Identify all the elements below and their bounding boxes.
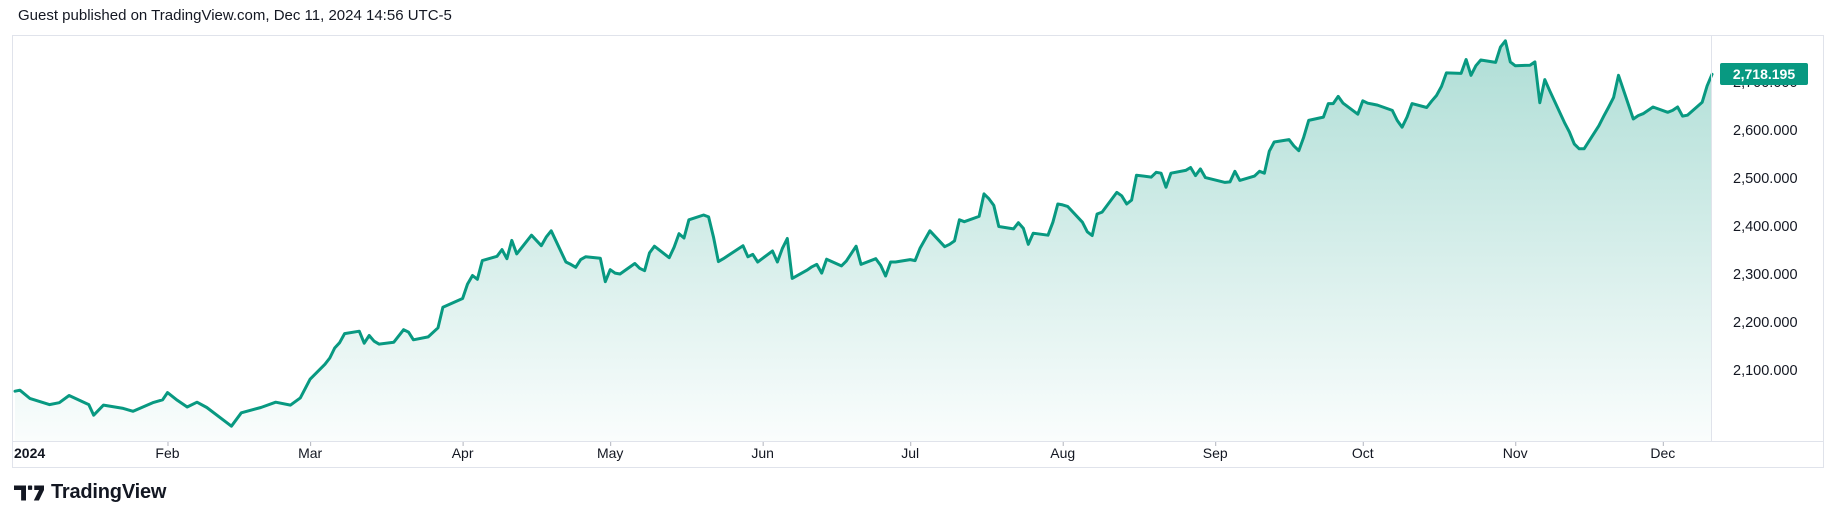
time-scale-label: Jul [901,445,920,461]
attribution-text: Guest published on TradingView.com, Dec … [18,7,452,24]
time-scale-label: Apr [451,445,474,461]
price-scale-label: 2,200.000 [1733,315,1798,331]
time-scale-label: Jun [751,445,774,461]
time-scale-label: Nov [1502,445,1528,461]
price-scale-label: 2,400.000 [1733,219,1798,235]
tradingview-logo-icon [14,485,44,500]
time-scale-label: Dec [1650,445,1676,461]
time-scale-label: Aug [1050,445,1076,461]
tradingview-logo-text: TradingView [51,481,167,503]
tradingview-logo[interactable]: TradingView [14,481,166,504]
time-scale-label: Oct [1351,445,1374,461]
area-fill [15,40,1712,442]
price-line [13,39,1714,428]
price-scale-label: 2,300.000 [1733,267,1798,283]
price-scale-label: 2,600.000 [1733,123,1798,139]
price-scale-label: 2,100.000 [1733,363,1798,379]
time-scale-label: Feb [155,445,180,461]
time-scale-label: 2024 [14,445,46,461]
time-scale-label: Sep [1202,445,1228,461]
price-scale-label: 2,500.000 [1733,171,1798,187]
price-badge-value: 2,718.195 [1732,66,1796,83]
time-scale-label: May [596,445,624,461]
time-scale-label: Mar [298,445,323,461]
price-badge: 2,718.195 [1720,63,1808,86]
